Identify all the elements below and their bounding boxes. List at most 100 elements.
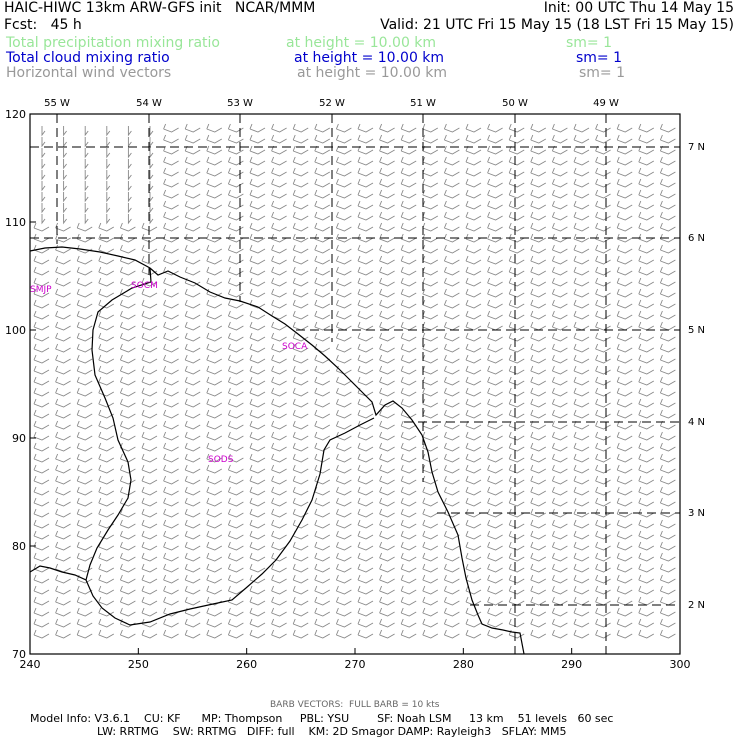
wind-barb: [530, 541, 547, 551]
wind-barb: [227, 442, 244, 452]
wind-barb: [487, 585, 503, 595]
wind-barb: [508, 442, 525, 452]
wind-barb: [149, 192, 154, 203]
wind-barb: [127, 203, 132, 214]
wind-barb: [271, 431, 287, 441]
wind-barb: [227, 585, 244, 595]
wind-barb: [357, 596, 374, 606]
wind-barb: [335, 486, 352, 496]
wind-barb: [314, 123, 331, 133]
wind-barb: [357, 299, 374, 309]
wind-barb: [98, 398, 115, 408]
wind-barb: [76, 332, 93, 342]
lon-label-54w: 54 W: [136, 98, 162, 109]
wind-barb: [422, 332, 439, 342]
wind-barb: [119, 475, 136, 485]
wind-barb: [184, 365, 201, 375]
wind-barb: [465, 277, 482, 287]
wind-barb: [616, 321, 633, 331]
wind-barb: [357, 563, 374, 573]
wind-barb: [595, 486, 611, 496]
wind-barb: [357, 618, 374, 628]
wind-barb: [314, 255, 331, 265]
wind-barb: [206, 486, 223, 496]
wind-barb: [76, 519, 93, 529]
wind-barb: [616, 211, 633, 221]
wind-barb: [400, 365, 417, 375]
wind-barb: [379, 178, 395, 188]
wind-barb: [33, 486, 50, 496]
wind-barb: [638, 409, 655, 419]
wind-barb: [487, 134, 503, 144]
wind-barb: [443, 244, 460, 254]
wind-barb: [98, 420, 115, 430]
wind-barb: [616, 629, 633, 639]
wind-barb: [616, 585, 633, 595]
wind-barb: [465, 618, 482, 628]
wind-barb: [638, 321, 655, 331]
wind-barb: [616, 541, 633, 551]
wind-barb: [357, 585, 374, 595]
wind-barb: [616, 596, 633, 606]
wind-barb: [595, 607, 611, 617]
wind-barb: [163, 431, 179, 441]
wind-barb: [98, 321, 115, 331]
wind-barb: [487, 266, 503, 276]
wind-barb: [357, 629, 374, 639]
wind-barb: [76, 453, 93, 463]
wind-barb: [55, 574, 71, 584]
wind-barb: [530, 233, 547, 243]
lon-label-50w: 50 W: [502, 98, 528, 109]
wind-barb: [530, 519, 547, 529]
wind-barb: [33, 244, 50, 254]
wind-barb: [400, 420, 417, 430]
wind-barb: [616, 618, 633, 628]
wind-barb: [55, 299, 71, 309]
wind-barb: [595, 134, 611, 144]
wind-barb: [573, 563, 590, 573]
wind-barb: [616, 497, 633, 507]
wind-barb: [573, 618, 590, 628]
wind-barb: [184, 167, 201, 177]
wind-barb: [422, 211, 439, 221]
wind-barb: [530, 574, 547, 584]
x-tick-label: 290: [561, 658, 582, 671]
wind-barb: [98, 607, 115, 617]
station-sods: SODS: [208, 455, 234, 465]
wind-barb: [357, 244, 374, 254]
wind-barb: [487, 552, 503, 562]
wind-barb: [443, 574, 460, 584]
wind-barb: [98, 255, 115, 265]
wind-barb: [292, 475, 309, 485]
wind-barb: [638, 354, 655, 364]
wind-barb: [227, 596, 244, 606]
wind-barb: [206, 420, 223, 430]
wind-barb: [422, 607, 439, 617]
wind-barb: [443, 134, 460, 144]
wind-barb: [616, 464, 633, 474]
wind-barb: [184, 574, 201, 584]
wind-barb: [573, 442, 590, 452]
wind-barb: [379, 299, 395, 309]
wind-barb: [659, 497, 676, 507]
wind-barb: [595, 409, 611, 419]
wind-barb: [443, 321, 460, 331]
wind-barb: [551, 431, 568, 441]
wind-barb: [573, 464, 590, 474]
wind-barb: [508, 365, 525, 375]
wind-barb: [551, 299, 568, 309]
wind-barb: [357, 321, 374, 331]
wind-barb: [55, 244, 71, 254]
wind-barb: [184, 464, 201, 474]
wind-barb: [292, 211, 309, 221]
wind-barb: [33, 332, 50, 342]
wind-barb: [227, 244, 244, 254]
wind-barb: [595, 464, 611, 474]
wind-barb: [314, 222, 331, 232]
wind-barb: [76, 541, 93, 551]
wind-barb: [573, 233, 590, 243]
wind-barb: [119, 376, 136, 386]
wind-barb: [530, 409, 547, 419]
wind-barb: [573, 365, 590, 375]
wind-barb: [119, 343, 136, 353]
